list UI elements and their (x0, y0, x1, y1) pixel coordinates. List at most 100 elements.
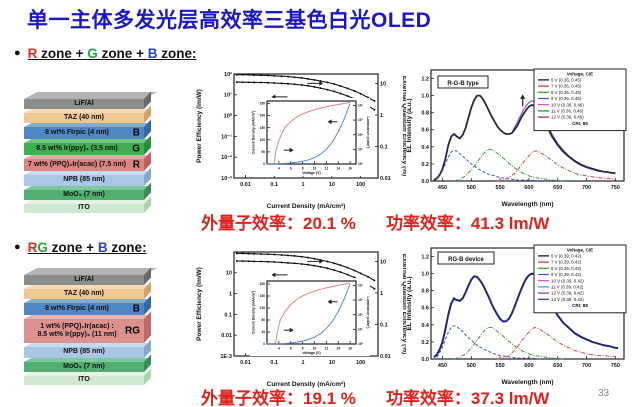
oled-layer: ITO (24, 368, 194, 385)
svg-text:4: 4 (278, 167, 280, 171)
bullet-dot: ● (14, 47, 21, 59)
svg-text:9 V (0.36, 0.45): 9 V (0.36, 0.45) (551, 96, 582, 101)
svg-text:10¹: 10¹ (358, 147, 363, 151)
svg-text:200: 200 (260, 282, 266, 286)
layer-front-face: NPB (85 nm) (24, 175, 144, 186)
svg-text:10⁴: 10⁴ (358, 104, 364, 108)
svg-text:16: 16 (348, 347, 352, 351)
layer-front-face: MoO₃ (7 nm) (24, 362, 144, 372)
svg-text:0.1: 0.1 (270, 360, 278, 366)
svg-text:0.1: 0.1 (380, 322, 388, 328)
svg-text:CRI: 85: CRI: 85 (572, 121, 588, 126)
page-number: 33 (598, 388, 610, 399)
svg-text:10⁰: 10⁰ (358, 162, 364, 166)
svg-text:12 V (0.36, 0.46): 12 V (0.36, 0.46) (551, 115, 584, 120)
svg-text:500: 500 (467, 185, 476, 191)
eqe-value-rg-b: 外量子效率：19.1 % (201, 389, 356, 407)
svg-text:600: 600 (524, 185, 533, 191)
layer-label: ITO (78, 204, 90, 212)
svg-text:0.01: 0.01 (240, 182, 251, 188)
bullet-segment: G (87, 46, 98, 61)
layer-zone-tag: B (132, 127, 140, 139)
layer-label: 8 wt% FIrpic (4 nm) (45, 304, 109, 312)
svg-text:9 V (0.39, 0.42): 9 V (0.39, 0.42) (551, 272, 582, 277)
svg-text:10³: 10³ (358, 298, 363, 302)
layer-top-face (24, 268, 158, 275)
jvl-inset-rgb: 4 6 8 10 12 14 16 0 50 100 150 200 250 10⁰ 10¹ 10² 10³ 10… (252, 100, 370, 175)
svg-text:0.1: 0.1 (380, 144, 388, 150)
svg-text:R-G-B type: R-G-B type (447, 81, 479, 87)
bullet-segment: zone + (47, 240, 98, 255)
svg-text:500: 500 (467, 363, 476, 369)
svg-text:10: 10 (226, 271, 232, 277)
svg-text:650: 650 (553, 185, 562, 191)
svg-text:40: 40 (261, 330, 265, 334)
svg-text:6 V (0.36, 0.45): 6 V (0.36, 0.45) (551, 78, 582, 83)
device-structure-rg-b: LiF/Al TAZ (40 nm) 8 wt% FIrpic (4 nm) B 1 w… (24, 267, 194, 385)
layer-side-face (144, 311, 151, 343)
svg-text:0.6: 0.6 (421, 128, 429, 134)
oled-layer: 7 wt% (PPQ)₂Ir(acac) (7.5 nm) R (24, 151, 194, 171)
svg-text:0.01: 0.01 (240, 360, 251, 366)
oled-layer: MoO₃ (7 nm) (24, 354, 194, 372)
svg-text:1.2: 1.2 (421, 76, 429, 82)
svg-text:Wavelength (nm): Wavelength (nm) (501, 201, 553, 208)
svg-text:0.2: 0.2 (421, 340, 429, 346)
layer-front-face: NPB (85 nm) (24, 347, 144, 358)
layer-label: LiF/Al (74, 275, 94, 283)
layer-label: 8.5 wt% Ir(ppy)₃ (11 nm) (37, 331, 117, 338)
svg-text:Luminance (cd/m²): Luminance (cd/m²) (366, 297, 370, 330)
svg-text:Voltage, CIE: Voltage, CIE (567, 248, 593, 253)
svg-text:600: 600 (524, 363, 533, 369)
efficiency-figure-rg-b: 4 6 8 10 12 14 16 0 40 80 120 160 200 10⁰ 10¹ 10² 10³ 10⁴… (194, 246, 406, 388)
svg-text:0.0: 0.0 (421, 357, 429, 363)
svg-text:10⁻²: 10⁻² (221, 154, 232, 161)
svg-text:10³: 10³ (358, 118, 363, 122)
svg-text:RG-B device: RG-B device (448, 257, 484, 263)
svg-text:12: 12 (325, 347, 329, 351)
bullet-segment: zone: (107, 240, 147, 255)
el-spectrum-rgb: 450 500 550 600 650 700 750 0.0 0.2 0.4 0.6 0.8 1.0 1… (406, 68, 627, 208)
svg-text:EL Intensity (a.u.): EL Intensity (a.u.) (406, 98, 413, 152)
bullet-dot: ● (14, 241, 21, 253)
svg-text:0.2: 0.2 (421, 162, 429, 168)
layer-front-face: ITO (24, 376, 144, 385)
oled-layer: 8 wt% FIrpic (4 nm) B (24, 119, 194, 139)
layer-label: NPB (85 nm) (63, 348, 105, 356)
svg-text:12 V (0.39, 0.42): 12 V (0.39, 0.42) (551, 291, 584, 296)
svg-text:0.1: 0.1 (224, 312, 232, 318)
svg-text:14: 14 (336, 167, 340, 171)
oled-layer: ITO (24, 196, 194, 213)
svg-text:150: 150 (260, 126, 266, 130)
svg-text:1: 1 (380, 291, 383, 297)
layer-front-face: 1 wt% (PPQ)₂Ir(acac) :8.5 wt% Ir(ppy)₃ (… (24, 319, 144, 343)
oled-layer: NPB (85 nm) (24, 339, 194, 358)
layer-label: TAZ (40 nm) (64, 289, 104, 297)
svg-text:10¹: 10¹ (358, 327, 363, 331)
svg-text:10: 10 (313, 347, 317, 351)
svg-text:4: 4 (278, 347, 280, 351)
svg-text:6 V (0.39, 0.42): 6 V (0.39, 0.42) (551, 254, 582, 259)
bullet-segment: B (97, 240, 108, 255)
bullet-text: R zone + G zone + B zone: (28, 46, 197, 61)
svg-text:Luminance (cd/m²): Luminance (cd/m²) (366, 117, 370, 150)
svg-text:0.8: 0.8 (421, 289, 429, 295)
svg-text:External Quantum Efficiency (%: External Quantum Efficiency (%) (401, 76, 406, 176)
svg-text:10⁴: 10⁴ (358, 284, 364, 288)
svg-text:550: 550 (496, 363, 505, 369)
svg-text:120: 120 (260, 306, 266, 310)
svg-text:Power Efficiency (lm/W): Power Efficiency (lm/W) (196, 267, 203, 341)
svg-text:1: 1 (302, 182, 305, 188)
svg-text:750: 750 (611, 185, 620, 191)
bullet-segment: B (147, 46, 158, 61)
svg-text:450: 450 (438, 185, 447, 191)
layer-label: 8.5 wt% Ir(ppy)₃ (3.5 nm) (36, 144, 118, 152)
svg-text:10: 10 (329, 182, 335, 188)
oled-layer: TAZ (40 nm) (24, 105, 194, 123)
layer-label: LiF/Al (74, 99, 94, 107)
svg-text:11 V (0.39, 0.42): 11 V (0.39, 0.42) (551, 285, 584, 290)
layer-label: 8 wt% FIrpic (4 nm) (45, 128, 109, 136)
svg-text:1: 1 (229, 292, 232, 298)
svg-text:6: 6 (290, 167, 292, 171)
svg-text:10⁻³: 10⁻³ (221, 175, 232, 182)
